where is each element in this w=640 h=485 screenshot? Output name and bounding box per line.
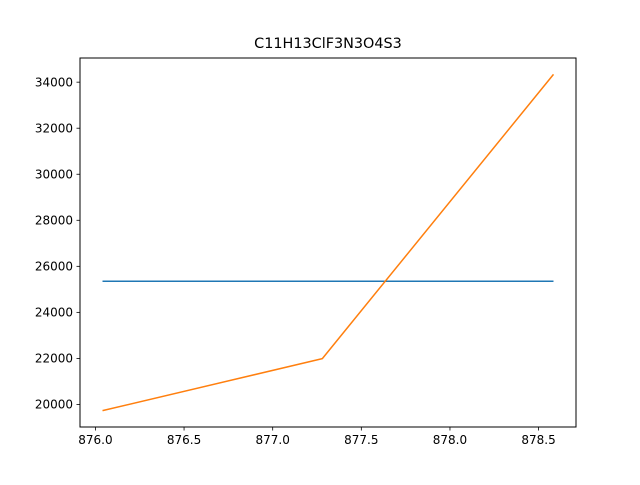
y-tick-label: 20000	[35, 398, 73, 412]
y-tick-label: 34000	[35, 75, 73, 89]
y-tick-label: 26000	[35, 260, 73, 274]
y-axis: 20000 22000 24000 26000 28000 30000 32000 34000	[35, 75, 80, 412]
x-axis: 876.0 876.5 877.0 877.5 878.0 878.5	[78, 427, 556, 447]
y-tick-label: 30000	[35, 168, 73, 182]
y-tick-label: 22000	[35, 352, 73, 366]
series-layer	[102, 73, 555, 412]
y-tick-label: 28000	[35, 214, 73, 228]
y-tick-label: 24000	[35, 306, 73, 320]
x-tick-label: 878.5	[521, 433, 555, 447]
y-tick-label: 32000	[35, 122, 73, 136]
x-tick-label: 877.0	[256, 433, 290, 447]
x-tick-label: 876.0	[78, 433, 112, 447]
x-tick-label: 876.5	[167, 433, 201, 447]
chart-title: C11H13ClF3N3O4S3	[254, 36, 402, 52]
plot-frame	[79, 57, 577, 428]
x-tick-label: 877.5	[344, 433, 378, 447]
series-line-2	[102, 73, 555, 412]
x-tick-label: 878.0	[433, 433, 467, 447]
